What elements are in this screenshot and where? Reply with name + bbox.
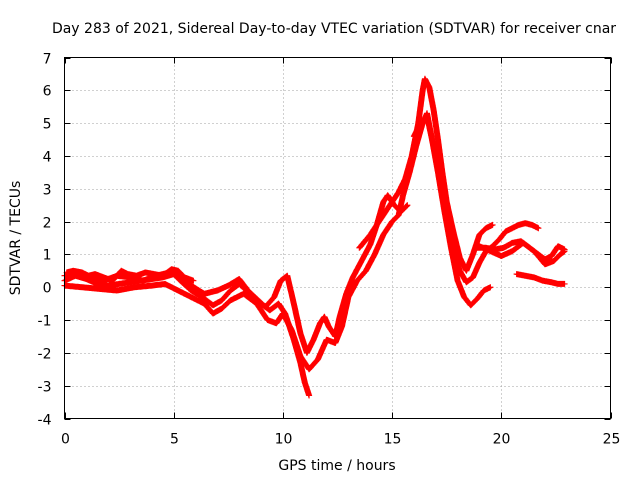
data-point-marks <box>410 113 542 286</box>
data-point-marks <box>356 75 496 274</box>
y-tick-label: 0 <box>43 281 52 297</box>
x-tick-label: 25 <box>603 432 621 448</box>
x-tick-label: 10 <box>275 432 293 448</box>
y-axis-label: SDTVAR / TECUs <box>8 181 24 296</box>
plot-frame <box>64 57 611 419</box>
y-tick-label: -3 <box>38 380 52 396</box>
data-point-marks <box>63 266 197 284</box>
tick-layer: 0 5 10 15 20 25 -4 -3 -2 -1 0 1 2 3 4 5 6 7 <box>38 52 621 448</box>
y-tick-label: 3 <box>43 183 52 199</box>
data-series <box>356 75 496 274</box>
data-point-marks <box>61 192 411 356</box>
plot-layer <box>61 75 568 399</box>
y-tick-label: 6 <box>43 84 52 100</box>
y-tick-label: 2 <box>43 216 52 232</box>
x-axis-label: GPS time / hours <box>278 458 395 474</box>
y-tick-label: 7 <box>43 52 52 68</box>
y-tick-label: -4 <box>38 413 52 429</box>
data-series <box>61 192 411 356</box>
grid-layer <box>64 57 611 419</box>
y-tick-label: -2 <box>38 347 52 363</box>
data-point-marks <box>476 239 568 268</box>
data-series <box>513 271 568 287</box>
data-point-marks <box>61 110 494 373</box>
y-tick-label: 4 <box>43 150 52 166</box>
data-series <box>410 113 542 286</box>
chart-title: Day 283 of 2021, Sidereal Day-to-day VTE… <box>52 21 616 37</box>
x-tick-label: 20 <box>493 432 511 448</box>
x-tick-label: 15 <box>384 432 402 448</box>
data-point-marks <box>513 271 568 287</box>
data-series <box>61 110 494 373</box>
y-tick-label: 5 <box>43 117 52 133</box>
x-tick-label: 5 <box>170 432 179 448</box>
data-series <box>63 266 197 284</box>
data-series <box>476 239 568 268</box>
y-tick-label: 1 <box>43 248 52 264</box>
y-tick-label: -1 <box>38 314 52 330</box>
x-tick-label: 0 <box>61 432 70 448</box>
